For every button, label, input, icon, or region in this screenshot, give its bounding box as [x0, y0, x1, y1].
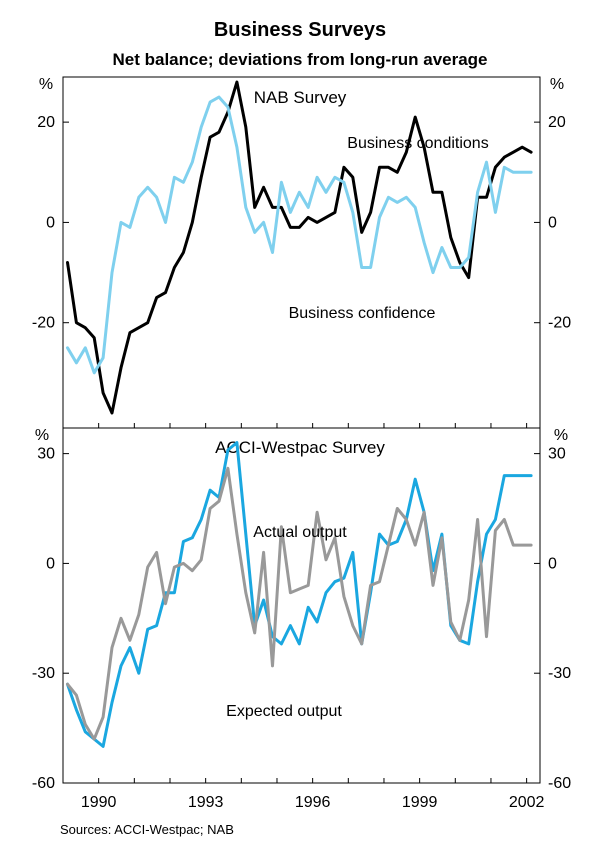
label-business-conditions: Business conditions [347, 135, 488, 152]
y-tick-label-right: -30 [548, 665, 571, 682]
bottom-right-unit: % [554, 427, 568, 444]
top-right-unit: % [550, 76, 564, 93]
y-tick-label-left: -60 [32, 775, 55, 792]
y-tick-label-left: 0 [46, 214, 55, 231]
y-tick-label-right: -20 [548, 315, 571, 332]
top-left-unit: % [39, 76, 53, 93]
series-line-business-conditions [66, 80, 533, 415]
y-tick-label-left: -30 [32, 665, 55, 682]
y-tick-label-right: 30 [548, 446, 566, 463]
y-tick-label-left: 0 [46, 555, 55, 572]
label-actual-output: Actual output [253, 524, 347, 541]
x-tick-label: 1990 [81, 794, 117, 811]
source-note: Sources: ACCI-Westpac; NAB [60, 822, 234, 837]
label-business-confidence: Business confidence [289, 305, 436, 322]
series-line-business-confidence [66, 95, 533, 375]
y-tick-label-right: 0 [548, 555, 557, 572]
y-tick-label-right: 0 [548, 214, 557, 231]
x-tick-label: 1993 [188, 794, 224, 811]
plot-frame [62, 76, 541, 784]
label-expected-output: Expected output [226, 703, 342, 720]
series-line-actual-output [66, 441, 533, 748]
y-tick-label-right: -60 [548, 775, 571, 792]
bottom-panel-title: ACCI-Westpac Survey [215, 438, 385, 457]
chart-subtitle: Net balance; deviations from long-run av… [112, 50, 487, 69]
x-tick-label: 2002 [509, 794, 545, 811]
x-tick-label: 1996 [295, 794, 331, 811]
top-panel-title: NAB Survey [254, 88, 347, 107]
y-tick-label-left: -20 [32, 315, 55, 332]
y-tick-label-left: 20 [37, 114, 55, 131]
bottom-left-unit: % [35, 427, 49, 444]
y-tick-label-right: 20 [548, 114, 566, 131]
y-tick-label-left: 30 [37, 446, 55, 463]
x-tick-label: 1999 [402, 794, 438, 811]
series-line-expected-output [66, 466, 533, 741]
chart-title: Business Surveys [214, 19, 386, 41]
